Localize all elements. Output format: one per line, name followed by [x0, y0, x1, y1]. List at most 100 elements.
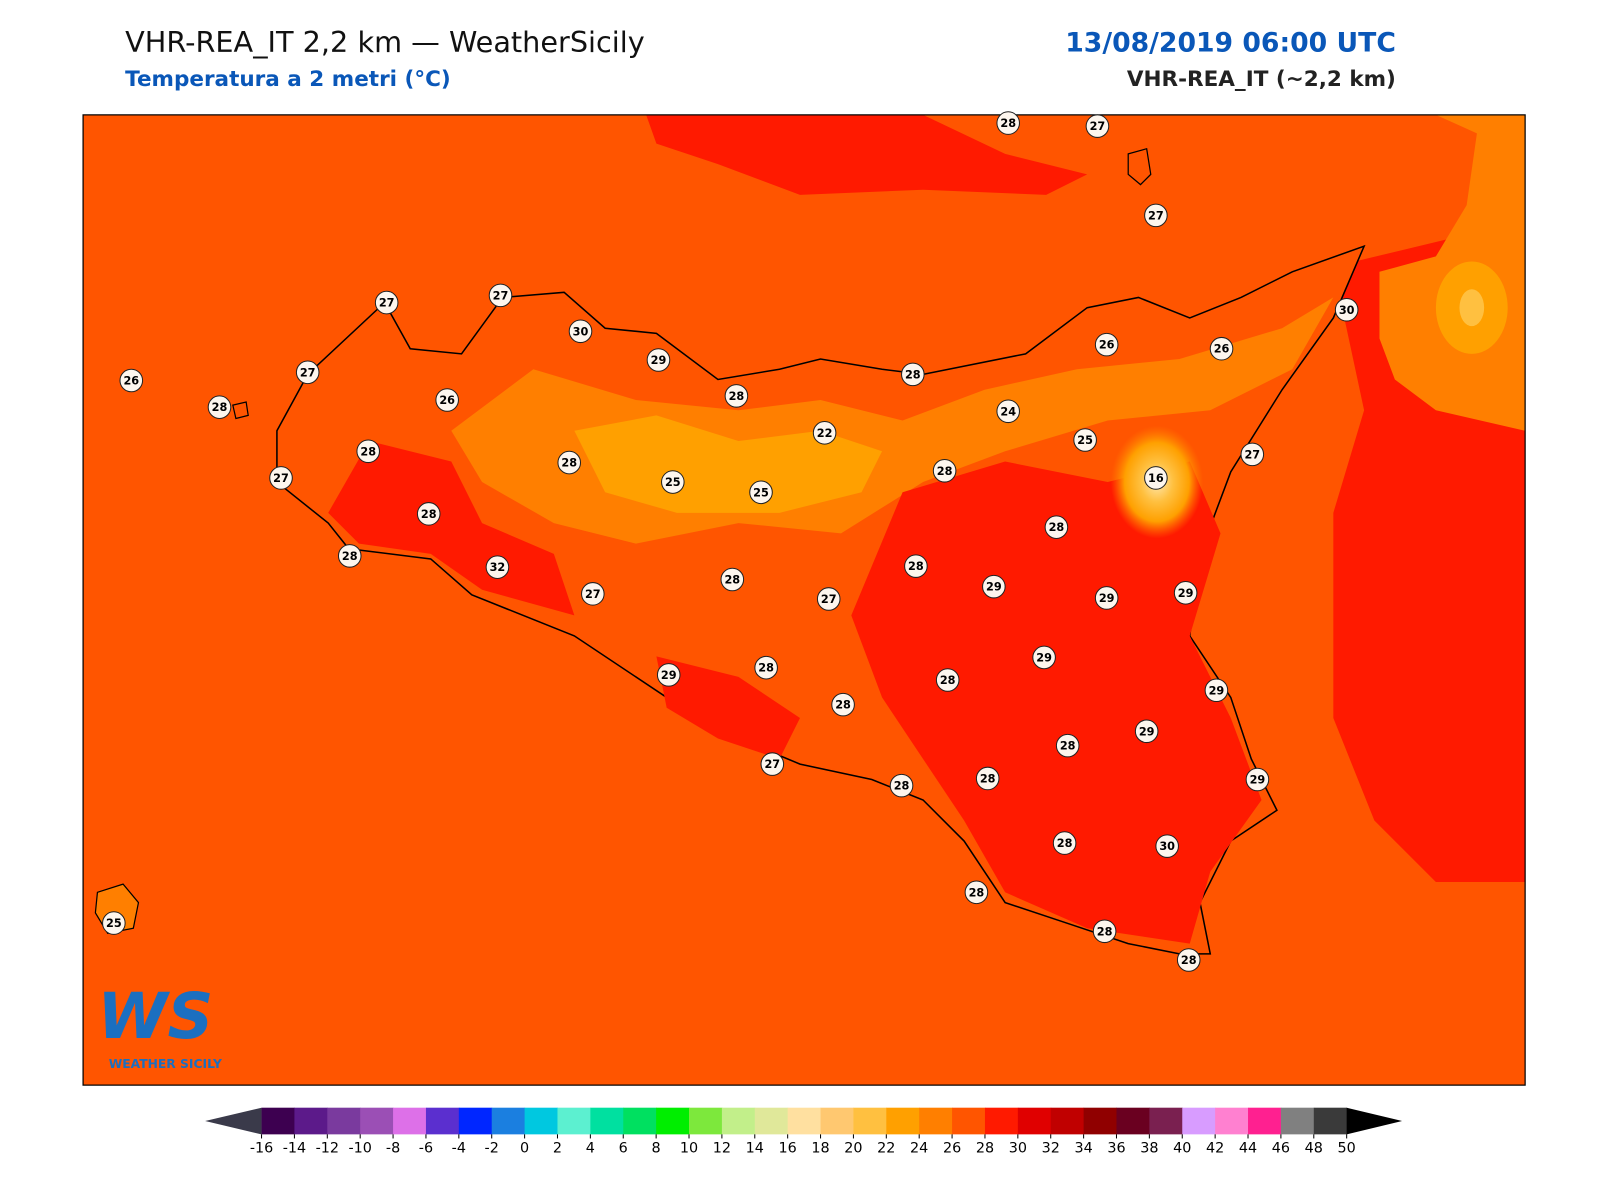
station-value: 27: [379, 297, 395, 310]
station-value: 29: [986, 581, 1002, 594]
colorbar-label: 0: [520, 1141, 529, 1157]
colorbar-swatch: [919, 1107, 953, 1135]
station-value: 25: [1077, 434, 1093, 447]
station-value: 28: [360, 445, 376, 458]
warm-area: [646, 114, 1088, 195]
colorbar-swatch: [458, 1107, 493, 1135]
colorbar-swatch: [754, 1107, 789, 1135]
station-marker: [996, 111, 1020, 135]
station-marker: [831, 692, 855, 717]
station-marker: [754, 655, 778, 680]
warm-area: [328, 441, 575, 616]
colorbar-label: -8: [386, 1141, 400, 1157]
colorbar-swatch: [1182, 1107, 1216, 1135]
station-value: 16: [1148, 472, 1164, 485]
island: [1127, 147, 1152, 186]
station-marker: [435, 388, 459, 412]
colorbar-swatch: [261, 1107, 295, 1135]
station-value: 29: [651, 354, 667, 367]
station-value: 28: [835, 699, 851, 712]
colorbar-label: -6: [419, 1141, 433, 1157]
colorbar-swatch: [1215, 1107, 1249, 1135]
logo: WS WEATHER SICILY: [97, 979, 223, 1071]
station-value: 24: [1000, 405, 1016, 418]
station-marker: [295, 360, 320, 385]
station-value: 30: [573, 325, 589, 338]
station-value: 28: [937, 465, 953, 478]
station-value: 27: [1244, 448, 1260, 461]
station-marker: [416, 502, 441, 526]
colorbar-swatch: [327, 1107, 361, 1135]
map-frame: [82, 114, 1526, 1086]
colorbar-swatch: [952, 1107, 986, 1135]
datetime: 13/08/2019 06:00 UTC: [1065, 28, 1396, 59]
station-value: 22: [817, 427, 833, 440]
station-value: 28: [1049, 521, 1065, 534]
station-marker: [1073, 428, 1097, 452]
station-marker: [1052, 831, 1077, 855]
colorbar-swatch: [853, 1107, 887, 1135]
colorbar-label: 36: [1107, 1141, 1125, 1157]
station-value: 29: [1178, 587, 1194, 600]
station-marker: [812, 421, 837, 445]
station-marker: [964, 880, 989, 905]
station-marker: [1144, 466, 1168, 490]
colorbar-swatch: [1149, 1107, 1183, 1135]
station-marker: [337, 544, 362, 568]
colorbar-swatch: [689, 1107, 723, 1135]
station-marker: [1334, 297, 1359, 322]
station-value: 28: [421, 508, 437, 521]
colorbar-label: 18: [811, 1141, 829, 1157]
colorbar-label: -16: [250, 1141, 273, 1157]
colorbar-label: 26: [943, 1141, 961, 1157]
warm-area: [656, 656, 800, 759]
colorbar-swatch: [425, 1107, 460, 1135]
station-value: 28: [940, 674, 956, 687]
station-marker: [1155, 834, 1179, 858]
station-value: 27: [493, 289, 509, 302]
station-marker: [1044, 515, 1069, 539]
logo-text: WEATHER SICILY: [109, 1057, 223, 1071]
colorbar-label: 38: [1140, 1141, 1158, 1157]
colorbar-label: 48: [1305, 1141, 1323, 1157]
station-value: 27: [273, 472, 289, 485]
colorbar-label: 42: [1206, 1141, 1224, 1157]
colorbar-swatch: [393, 1107, 427, 1135]
colorbar-swatch: [721, 1107, 756, 1135]
island: [232, 401, 249, 420]
station-marker: [889, 773, 914, 798]
station-marker: [904, 554, 928, 578]
colorbar-swatch: [524, 1107, 558, 1135]
model-label: VHR-REA_IT (~2,2 km): [1127, 67, 1396, 92]
station-marker: [1092, 919, 1117, 944]
station-value: 28: [1000, 117, 1016, 130]
colorbar-swatch: [1313, 1107, 1348, 1135]
station-marker: [374, 290, 399, 315]
station-value: 28: [905, 368, 921, 381]
station-value: 26: [439, 394, 455, 407]
colorbar-label: 30: [1009, 1141, 1027, 1157]
station-value: 28: [561, 457, 577, 470]
station-value: 26: [1214, 343, 1230, 356]
station-value: 25: [665, 476, 681, 489]
station-value: 29: [661, 669, 677, 682]
colorbar-label: -14: [283, 1141, 306, 1157]
station-value: 28: [1181, 954, 1197, 967]
station-value: 27: [585, 588, 601, 601]
colorbar-label: 50: [1338, 1141, 1356, 1157]
colorbar-swatch: [294, 1107, 328, 1135]
colorbar: -16 -14 -12 -10 -8 -6 -4 -2 0 2 4 6 8 10 12 14 16 18 20 22 2…: [205, 1107, 1403, 1157]
station-value: 32: [490, 561, 506, 574]
station-marker: [760, 752, 785, 776]
station-marker: [1173, 581, 1198, 605]
station-marker: [724, 384, 749, 408]
station-marker: [581, 582, 605, 606]
station-value: 28: [894, 780, 910, 793]
colorbar-swatch: [491, 1107, 526, 1135]
colorbar-swatch: [1017, 1107, 1052, 1135]
colorbar-label: 8: [652, 1141, 661, 1157]
station-value: 28: [758, 662, 774, 675]
title: VHR-REA_IT 2,2 km — WeatherSicily: [125, 25, 645, 59]
station-marker: [646, 348, 671, 372]
